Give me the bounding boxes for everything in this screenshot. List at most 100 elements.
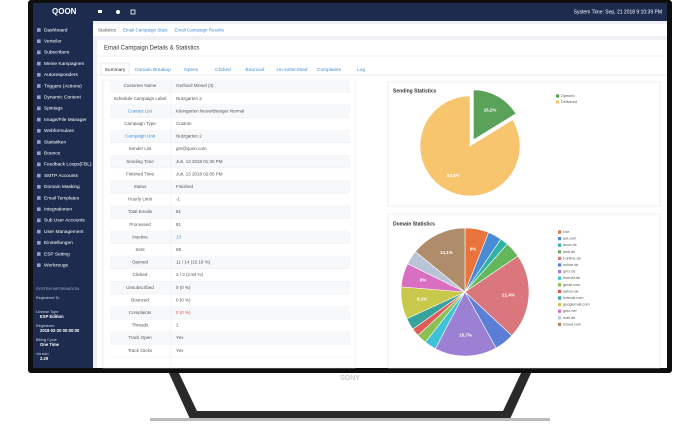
legend-label[interactable]: Opened [561,94,575,98]
row-label: Inactive [132,234,148,239]
row-bg [110,130,350,143]
sidebar-icon [37,117,41,122]
top-bar [33,3,667,21]
legend-swatch [558,263,562,267]
sidebar-item[interactable]: Autoresponders [44,72,78,78]
row-value: Nutzgarten 2 [176,134,202,139]
legend-label[interactable]: hotmail.com [563,296,583,300]
row-bg [110,306,350,320]
row-value: 81 [176,222,182,227]
sidebar-item[interactable]: Sub User Accounts [44,218,85,224]
row-label: Processed [129,222,151,227]
sidebar-item[interactable]: Verteiler [44,38,62,44]
row-bg [110,256,350,269]
sidebar-item[interactable]: Dynamic Content [44,94,81,100]
sidebar-icon [37,129,41,133]
logo: QOON [52,7,77,16]
info-label: License Type [36,310,58,314]
tab[interactable]: Domain Breakup [135,67,171,73]
row-label: Complaints [129,310,152,315]
tab[interactable]: Complaints [317,67,342,73]
page-title: Email Campaign Details & Statistics [104,46,199,52]
slice-label: 15,7% [459,333,472,338]
row-label: Track Open [128,335,152,340]
sidebar-item[interactable]: Statistiken [44,139,66,145]
legend-label[interactable]: gmail.com [563,283,580,287]
legend-swatch [558,316,562,320]
sidebar-icon [37,196,41,200]
tab[interactable]: Clicked [215,67,231,73]
sidebar-icon [37,106,41,111]
legend-label[interactable]: online.de [563,263,578,267]
sidebar-icon [37,151,41,155]
sidebar-icon [37,218,41,223]
legend-label[interactable]: t-online.de [563,256,581,260]
sidebar-item[interactable]: Spintags [44,106,63,112]
legend-swatch [558,250,562,254]
sidebar-item[interactable]: Triggers (Actions) [44,83,82,89]
legend-label[interactable]: icloud.com [563,322,581,326]
breadcrumb-bar [93,24,667,36]
breadcrumb-item[interactable]: Email Campaign Stats [123,28,168,33]
tab[interactable]: Un-subscribed [277,67,308,73]
tab[interactable]: Opens [184,67,199,73]
row-value: 0 (0 %) [176,297,191,302]
row-label: Clicked [133,272,148,277]
legend-label[interactable]: gmx.de [563,270,575,274]
sidebar-icon [37,28,41,32]
chart-title: Domain Statistics [393,221,435,227]
sidebar-icon [37,162,41,167]
tab[interactable]: Summary [105,67,126,73]
row-bg [110,79,350,93]
legend-label[interactable]: arcor.de [563,243,577,247]
info-value: One Time [40,342,60,347]
sidebar-item[interactable]: Bounce [44,150,61,156]
legend-label[interactable]: googlemail.com [563,303,590,307]
legend-swatch [558,256,562,260]
sidebar-item[interactable]: Werkzeuge [44,262,69,268]
tab[interactable]: Bounced [246,67,265,73]
legend-label[interactable]: web.de [563,250,575,254]
row-label: Total Emails [128,209,153,214]
row-bg [110,205,350,219]
legend-label[interactable]: freenet.de [563,276,580,280]
user-icon[interactable] [116,10,120,14]
row-value: 2 / 3 (2.94 %) [176,272,204,277]
row-bg [110,155,350,168]
sidebar-item[interactable]: ESP Setting [44,251,70,257]
breadcrumb-item[interactable]: Email Campaign Results [175,28,225,33]
legend-label[interactable]: gmx.net [563,309,577,313]
sidebar-icon [37,61,41,66]
sidebar-icon [37,241,41,245]
sidebar-item[interactable]: User Management [44,229,84,235]
sidebar-item[interactable]: Email Templates [44,195,80,201]
menu-icon[interactable] [98,10,102,13]
legend-label[interactable]: Delivered [561,100,577,104]
sidebar-item[interactable]: Image/File Manager [44,117,87,123]
info-value: 2018-02-20 00:00:00 [40,328,80,333]
slice-label: 21,4% [502,293,515,298]
legend-label[interactable]: aol.com [563,237,576,241]
row-value: gm@qoon.com [176,146,207,151]
sidebar-item[interactable]: Dashboard [44,27,68,33]
slice-label: 6% [470,246,477,251]
pie-slice [473,89,517,141]
sidebar-item[interactable]: SMTP Accounts [44,173,79,179]
sidebar-item[interactable]: Integrationen [44,206,72,212]
sidebar-item[interactable]: Feedback Loops(FBL) [44,162,92,168]
tab[interactable]: Log [357,67,365,73]
sidebar-item[interactable]: Webformulare [44,128,74,134]
row-value: Jun, 13 2018 01:30 PM [176,159,223,164]
sidebar-item[interactable]: Einstellungen [44,240,73,246]
legend-swatch [558,296,562,300]
sidebar-item[interactable]: Domain Masking [44,184,80,190]
legend-swatch [558,303,562,307]
legend-label[interactable]: mail.de [563,316,575,320]
row-value: -1 [176,197,180,202]
legend-label[interactable]: yahoo.de [563,289,579,293]
sidebar-item[interactable]: Subscribers [44,50,70,56]
sidebar-icon [37,73,41,77]
logout-icon[interactable] [130,9,136,15]
sidebar-item[interactable]: Meine Kampagnen [44,61,85,67]
legend-label[interactable]: t.de [563,230,569,234]
